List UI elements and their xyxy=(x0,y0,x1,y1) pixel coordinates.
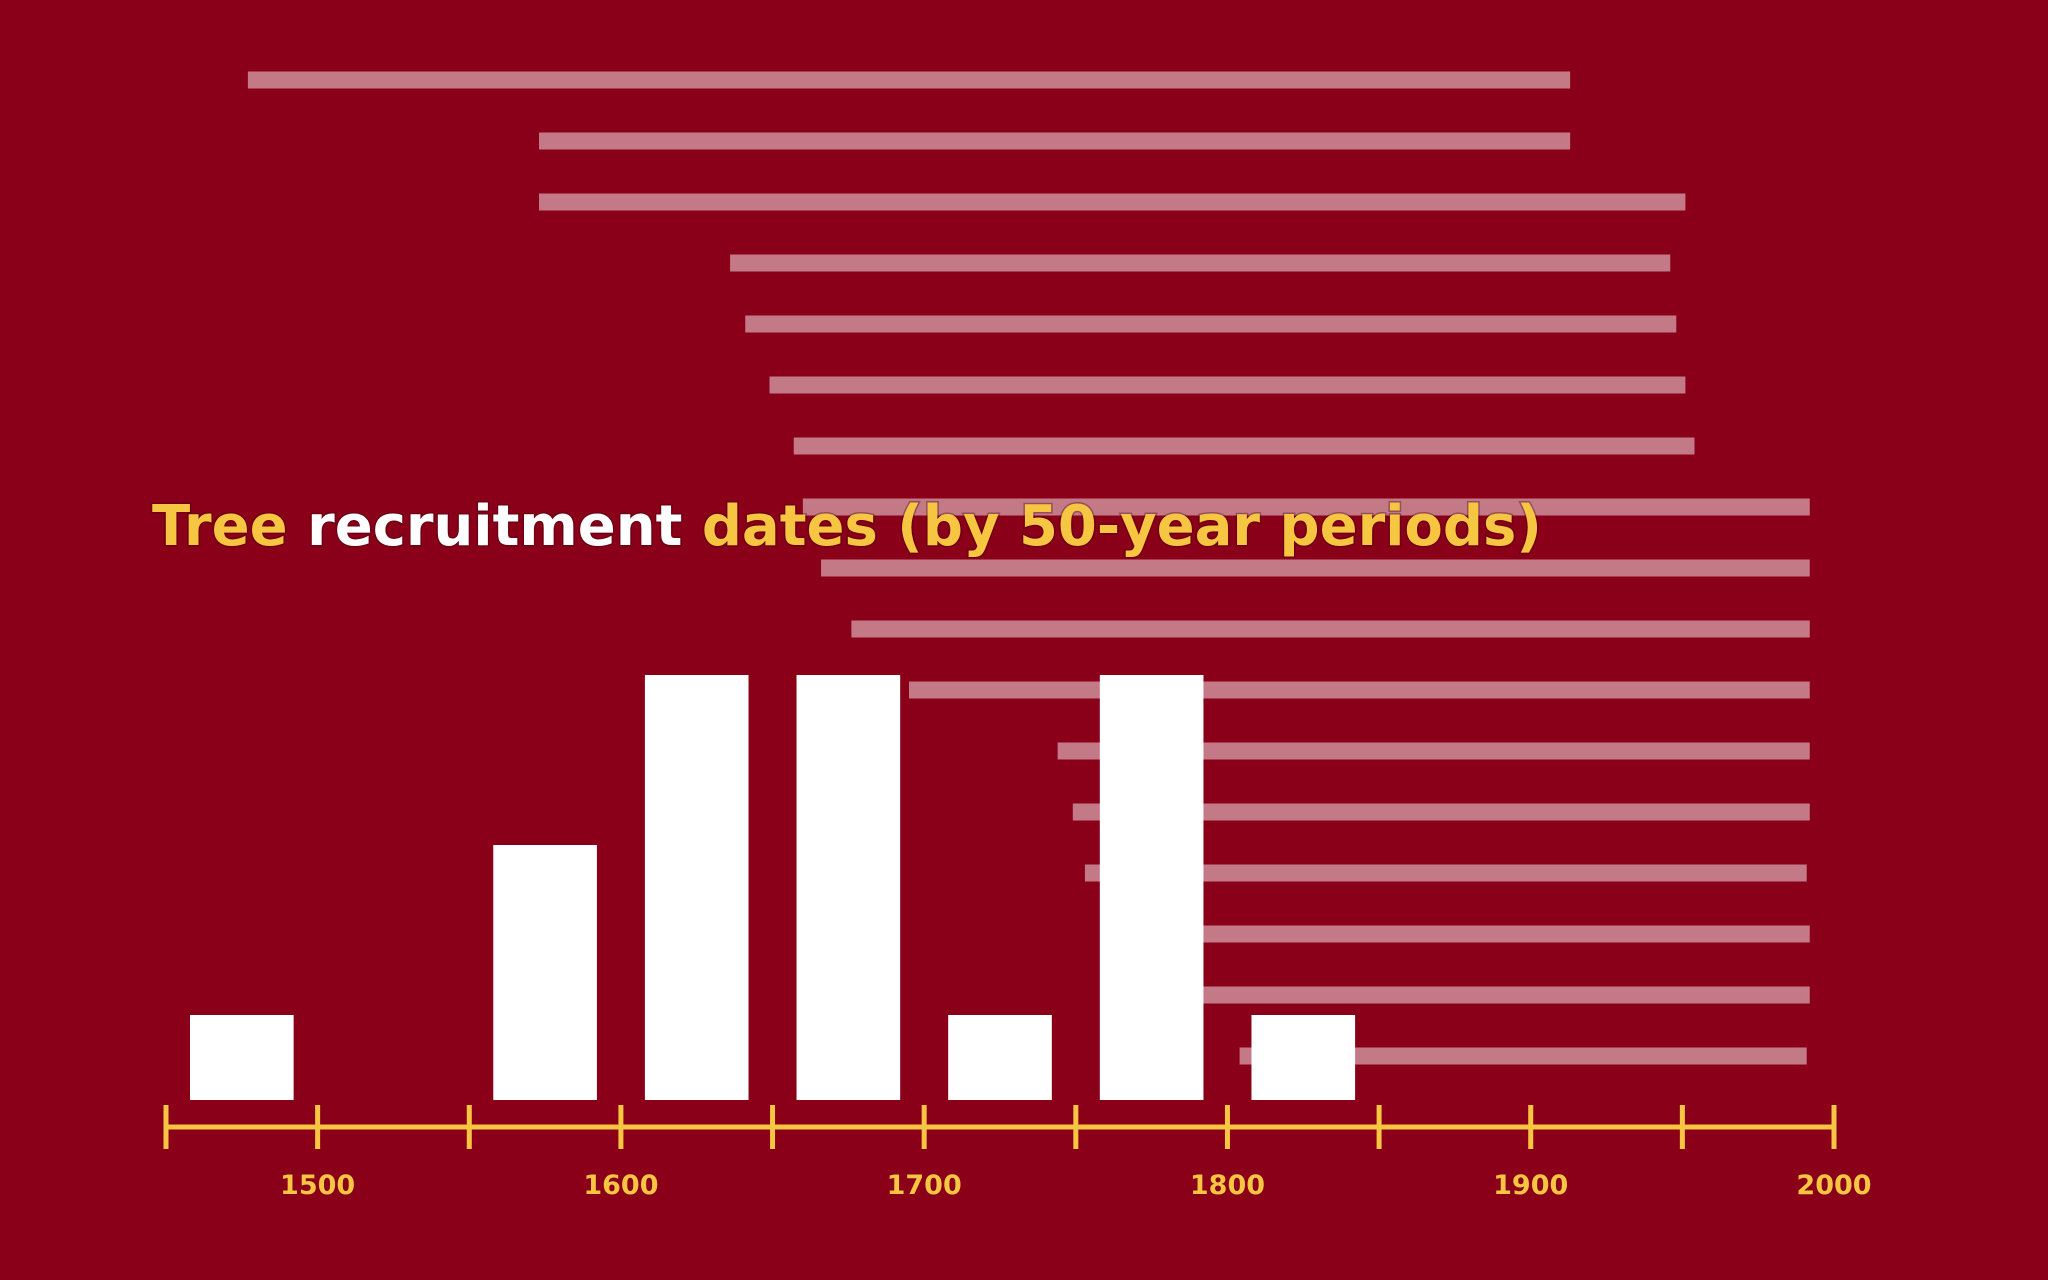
lifespan-lines xyxy=(247,71,1810,1065)
x-axis: 1500 1600 1700 1800 1900 2000 xyxy=(163,1105,1872,1201)
chart-title: Tree recruitment dates (by 50-year perio… xyxy=(152,494,1542,559)
histogram-bar xyxy=(1099,675,1204,1100)
histogram-bar xyxy=(644,675,749,1100)
histogram-bar xyxy=(948,1015,1052,1100)
x-tick-label: 2000 xyxy=(1796,1170,1871,1201)
x-tick-label: 1500 xyxy=(280,1170,355,1201)
histogram-bar xyxy=(796,675,901,1100)
x-tick-label: 1700 xyxy=(887,1170,962,1201)
x-tick-label: 1900 xyxy=(1493,1170,1568,1201)
title-word-recruitment: recruitment xyxy=(288,494,702,559)
title-word-dates: dates (by 50-year periods) xyxy=(702,494,1542,559)
histogram-bar xyxy=(190,1015,294,1100)
x-tick-label: 1800 xyxy=(1190,1170,1265,1201)
x-tick-label: 1600 xyxy=(583,1170,658,1201)
histogram-bars xyxy=(190,675,1356,1100)
histogram-bar xyxy=(1251,1015,1356,1100)
histogram-bar xyxy=(493,845,597,1100)
title-word-tree: Tree xyxy=(152,494,288,559)
